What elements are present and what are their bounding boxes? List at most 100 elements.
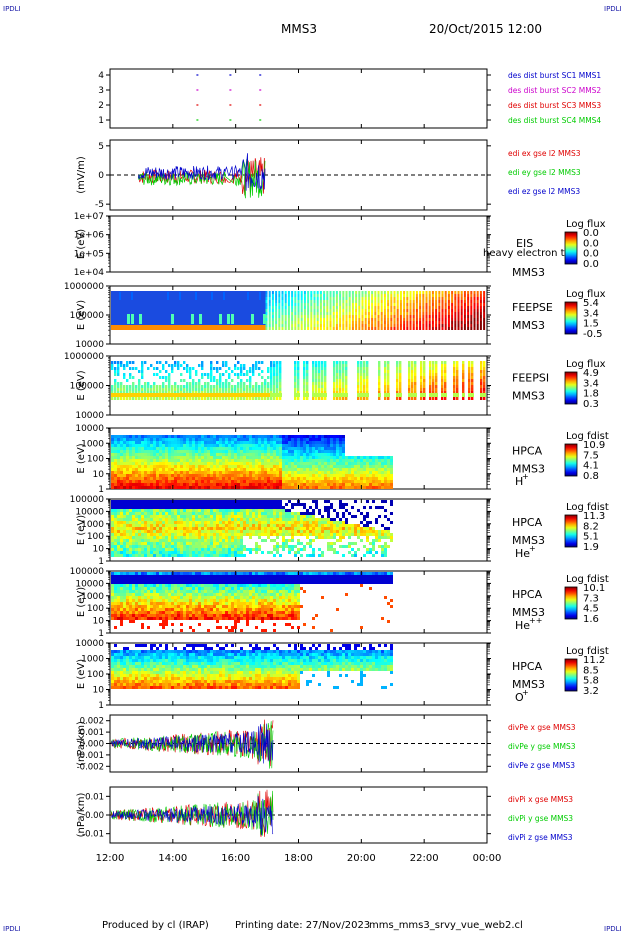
ytick-label: 1 bbox=[98, 485, 104, 495]
ytick-label: 3 bbox=[98, 86, 104, 96]
ytick-label: 0.001 bbox=[80, 728, 104, 738]
colorbar-tick-label: 0.0 bbox=[583, 228, 599, 239]
colorbar-tick-label: 11.3 bbox=[583, 511, 605, 522]
colorbar-tick-label: 5.8 bbox=[583, 676, 599, 687]
instrument-label-3: FEEPSE bbox=[512, 301, 553, 314]
legend-entry: des dist burst SC3 MMS3 bbox=[508, 101, 601, 110]
colorbar-tick-label: 4.1 bbox=[583, 461, 599, 472]
colorbar-title-3: Log flux bbox=[566, 289, 606, 300]
ytick-label: 100 bbox=[87, 604, 104, 614]
time-tick-label: 14:00 bbox=[158, 853, 187, 864]
colorbar-5 bbox=[564, 443, 578, 477]
ytick-label: 0.000 bbox=[80, 740, 104, 750]
ytick-label: 0.002 bbox=[80, 717, 104, 727]
colorbar-tick-label: 0.0 bbox=[583, 238, 599, 249]
spacecraft-title: MMS3 bbox=[281, 22, 317, 36]
instrument-label-5: HPCA bbox=[512, 445, 543, 458]
ytick-label: 1000 bbox=[81, 592, 104, 602]
colorbar-tick-label: 0.3 bbox=[583, 399, 599, 410]
instrument-label-6: HPCA bbox=[512, 516, 543, 529]
ylabel-panel-6: E (eV) bbox=[76, 515, 87, 545]
colorbar-6 bbox=[564, 514, 578, 548]
legend-entry: edi ey gse l2 MMS3 bbox=[508, 168, 581, 177]
colorbar-tick-label: 8.2 bbox=[583, 521, 599, 532]
species-label-5: H bbox=[515, 475, 523, 488]
colorbar-tick-label: 1.5 bbox=[583, 319, 599, 330]
ytick-label: 10000 bbox=[75, 639, 104, 649]
time-tick-label: 22:00 bbox=[410, 853, 439, 864]
colorbar-tick-label: 11.2 bbox=[583, 655, 605, 666]
ytick-label: 1 bbox=[98, 701, 104, 711]
legend-entry: des dist burst SC1 MMS1 bbox=[508, 71, 601, 80]
colorbar-tick-label: 7.5 bbox=[583, 450, 599, 461]
ylabel-panel-8: E (eV) bbox=[76, 659, 87, 689]
ytick-label: -5 bbox=[95, 200, 104, 210]
colorbar-title-6: Log fdist bbox=[566, 502, 609, 513]
colorbar-tick-label: 10.1 bbox=[583, 583, 605, 594]
colorbar-tick-label: 7.3 bbox=[583, 593, 599, 604]
probe-label-4: MMS3 bbox=[512, 390, 545, 403]
corner-tag-top-right: IPDLI bbox=[604, 5, 622, 13]
colorbar-title-8: Log fdist bbox=[566, 646, 609, 657]
legend-entry: divPe y gse MMS3 bbox=[508, 742, 576, 751]
colorbar-title-2: Log flux bbox=[566, 219, 606, 230]
ytick-label: 1000 bbox=[81, 655, 104, 665]
ytick-label: 1000000 bbox=[64, 352, 104, 362]
ytick-label: 0 bbox=[98, 171, 104, 181]
probe-label-8: MMS3 bbox=[512, 678, 545, 691]
ytick-label: 5 bbox=[98, 142, 104, 152]
colorbar-tick-label: 5.4 bbox=[583, 298, 599, 309]
colorbar-tick-label: 3.4 bbox=[583, 308, 599, 319]
colorbar-tick-label: 0.0 bbox=[583, 249, 599, 260]
ytick-label: 100000 bbox=[70, 495, 105, 505]
ytick-label: 10 bbox=[93, 545, 105, 555]
legend-entry: edi ex gse l2 MMS3 bbox=[508, 149, 581, 158]
ylabel-panel-9: (nPa/km) bbox=[76, 721, 87, 766]
ytick-label: 0.01 bbox=[85, 792, 104, 802]
colorbar-8 bbox=[564, 658, 578, 692]
legend-entry: divPe x gse MMS3 bbox=[508, 723, 576, 732]
ytick-label: 10000 bbox=[75, 411, 104, 421]
ytick-label: 10 bbox=[93, 470, 105, 480]
ytick-label: 10000 bbox=[75, 340, 104, 350]
species-label-6: He bbox=[515, 547, 530, 560]
spectrogram-feepse bbox=[111, 291, 486, 330]
mms-summary-plot: 4 3 2 1 des dist burst SC1 MMS1 des dist burs… bbox=[64, 68, 609, 864]
ytick-label: 100000 bbox=[70, 567, 105, 577]
spectrogram-hpca-5 bbox=[111, 435, 393, 489]
legend-entry: edi ez gse l2 MMS3 bbox=[508, 187, 580, 196]
ylabel-panel-10: (nPa/km) bbox=[76, 793, 87, 838]
colorbar-2 bbox=[564, 231, 578, 265]
ytick-label: -0.001 bbox=[77, 751, 104, 761]
species-label-8: O bbox=[515, 691, 524, 704]
colorbar-tick-label: 8.5 bbox=[583, 665, 599, 676]
corner-tag-bottom-left: IPDLI bbox=[3, 925, 21, 933]
species-charge-5: + bbox=[522, 472, 529, 481]
time-tick-label: 00:00 bbox=[473, 853, 502, 864]
legend-entry: divPe z gse MMS3 bbox=[508, 761, 575, 770]
ylabel-panel-4: E (eV) bbox=[76, 370, 87, 400]
panel-frame-2 bbox=[109, 215, 488, 273]
probe-label-3: MMS3 bbox=[512, 319, 545, 332]
spectrogram-hpca-8 bbox=[111, 644, 393, 689]
species-charge-8: + bbox=[522, 688, 529, 697]
ytick-label: 1000 bbox=[81, 520, 104, 530]
time-tick-label: 18:00 bbox=[284, 853, 313, 864]
time-tick-label: 20:00 bbox=[347, 853, 376, 864]
footer-filename: mms_mms3_srvy_vue_web2.cl bbox=[369, 920, 523, 931]
ylabel-panel-1: (mV/m) bbox=[76, 156, 87, 194]
ytick-label: 4 bbox=[98, 71, 104, 81]
ytick-label: 1e+04 bbox=[74, 268, 105, 278]
ytick-label: 100 bbox=[87, 455, 104, 465]
colorbar-tick-label: -0.5 bbox=[583, 329, 603, 340]
colorbar-tick-label: 4.9 bbox=[583, 368, 599, 379]
panel-frame-0 bbox=[109, 68, 488, 129]
series-line bbox=[110, 795, 274, 836]
spectrogram-feepsi bbox=[111, 361, 486, 400]
series-line bbox=[110, 790, 274, 836]
legend-entry: des dist burst SC2 MMS2 bbox=[508, 86, 601, 95]
colorbar-title-7: Log fdist bbox=[566, 574, 609, 585]
probe-label-6: MMS3 bbox=[512, 534, 545, 547]
ytick-label: 1000000 bbox=[64, 282, 104, 292]
instrument-label-8: HPCA bbox=[512, 660, 543, 673]
